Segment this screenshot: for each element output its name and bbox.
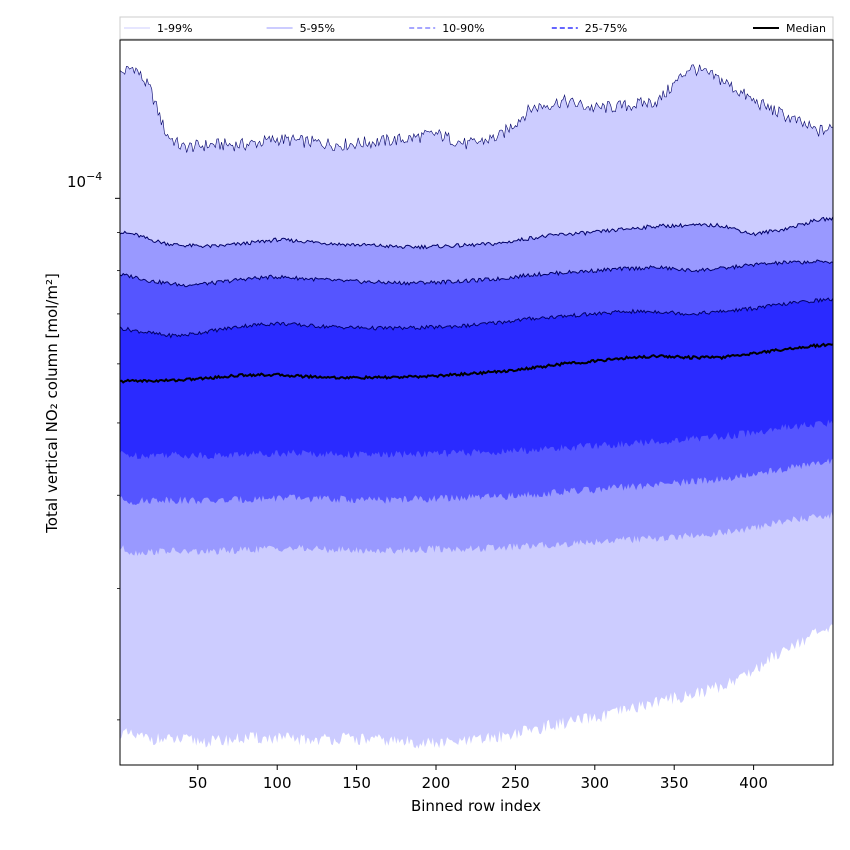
x-axis-label: Binned row index [411, 797, 541, 815]
band-upper-edge-5-95- [120, 216, 833, 250]
x-tick-label: 350 [660, 774, 689, 792]
legend: 1-99% 5-95% 10-90% 25-75% Median [119, 16, 834, 40]
y-axis-label: Total vertical NO₂ column [mol/m²] [43, 273, 61, 534]
x-tick-label: 300 [580, 774, 609, 792]
y-major-tick-label: 10−4 [67, 170, 102, 191]
y-axis: 10−4 [67, 170, 120, 721]
band-upper-edge-25-75- [120, 297, 833, 339]
x-tick-label: 400 [739, 774, 768, 792]
legend-label-10-90-: 10-90% [442, 22, 484, 35]
legend-label-25-75-: 25-75% [585, 22, 627, 35]
band-edge-layer [120, 64, 833, 339]
x-tick-label: 50 [188, 774, 207, 792]
band-25-75- [120, 298, 833, 460]
x-tick-label: 150 [342, 774, 371, 792]
band-upper-edge-1-99- [120, 64, 833, 153]
x-tick-label: 200 [422, 774, 451, 792]
x-axis: 50 100 150 200 250 300 350 400 [188, 765, 768, 792]
legend-label-median: Median [786, 22, 826, 35]
legend-label-5-95-: 5-95% [300, 22, 335, 35]
x-tick-label: 100 [263, 774, 292, 792]
median-layer [120, 342, 833, 384]
band-layer [120, 64, 833, 749]
legend-box [119, 16, 834, 40]
x-tick-label: 250 [501, 774, 530, 792]
band-upper-edge-10-90- [120, 259, 833, 288]
median-line [120, 342, 833, 384]
plot-frame [119, 39, 834, 766]
legend-label-1-99-: 1-99% [157, 22, 192, 35]
